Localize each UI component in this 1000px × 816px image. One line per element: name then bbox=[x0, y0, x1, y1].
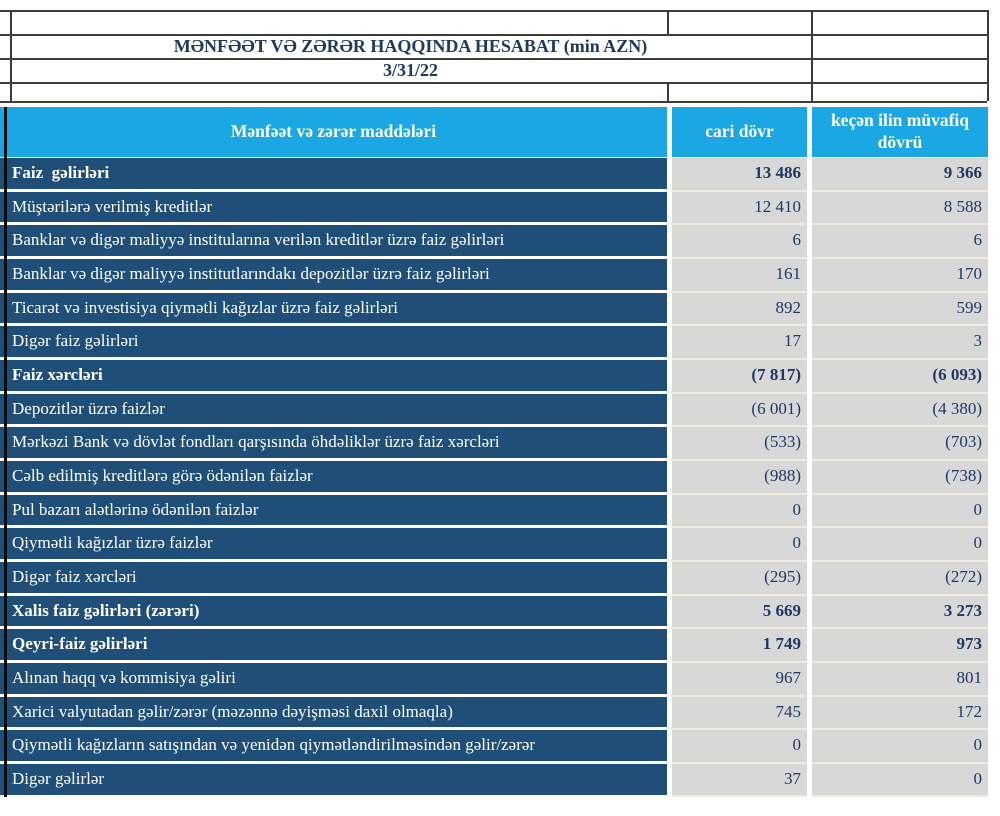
table-left-border bbox=[4, 107, 7, 797]
table-header-row: Mənfəət və zərər maddələri cari dövr keç… bbox=[0, 107, 988, 157]
row-previous-value-cell: 0 bbox=[812, 528, 988, 562]
table-row: Xarici valyutadan gəlir/zərər (məzənnə d… bbox=[0, 696, 988, 731]
table-row: Faiz gəlirləri 13 486 9 366 bbox=[0, 158, 988, 192]
row-current-value-cell: 37 bbox=[672, 763, 807, 798]
row-label-cell: Pul bazarı alətlərinə ödənilən faizlər bbox=[0, 494, 667, 526]
row-label-cell: Cəlb edilmiş kreditlərə görə ödənilən fa… bbox=[0, 460, 667, 492]
column-header-current-period: cari dövr bbox=[672, 107, 807, 157]
row-current-value-cell: 892 bbox=[672, 292, 807, 327]
table-row: Mərkəzi Bank və dövlət fondları qarşısın… bbox=[0, 427, 988, 461]
row-current-value-cell: 17 bbox=[672, 326, 807, 360]
table-row: Ticarət və investisiya qiymətli kağızlar… bbox=[0, 292, 988, 327]
row-label-cell: Qiymətli kağızlar üzrə faizlər bbox=[0, 528, 667, 559]
row-label-cell: Banklar və digər maliyyə institutlarında… bbox=[0, 258, 667, 290]
row-previous-value-cell: (4 380) bbox=[812, 393, 988, 428]
row-label-cell: Depozitlər üzrə faizlər bbox=[0, 393, 667, 425]
row-label-cell: Alınan haqq və kommisiya gəliri bbox=[0, 662, 667, 694]
table-body: Faiz gəlirləri 13 486 9 366 Müştərilərə … bbox=[0, 158, 988, 798]
row-previous-value-cell: 3 bbox=[812, 326, 988, 360]
row-label-cell: Ticarət və investisiya qiymətli kağızlar… bbox=[0, 292, 667, 324]
row-previous-value-cell: (272) bbox=[812, 561, 988, 596]
table-row: Xalis faiz gəlirləri (zərəri) 5 669 3 27… bbox=[0, 595, 988, 630]
table-row: Depozitlər üzrə faizlər (6 001) (4 380) bbox=[0, 393, 988, 428]
table-row: Alınan haqq və kommisiya gəliri 967 801 bbox=[0, 662, 988, 697]
row-previous-value-cell: 9 366 bbox=[812, 158, 988, 192]
row-label-cell: Digər gəlirlər bbox=[0, 763, 667, 795]
table-row: Cəlb edilmiş kreditlərə görə ödənilən fa… bbox=[0, 460, 988, 495]
row-current-value-cell: 967 bbox=[672, 662, 807, 697]
row-current-value-cell: (7 817) bbox=[672, 359, 807, 394]
row-label-cell: Banklar və digər maliyyə institularına v… bbox=[0, 225, 667, 256]
table-row: Qiymətli kağızların satışından və yenidə… bbox=[0, 730, 988, 764]
column-header-previous-period: keçən ilin müvafiq dövrü bbox=[812, 107, 988, 157]
row-current-value-cell: 0 bbox=[672, 494, 807, 529]
table-row: Banklar və digər maliyyə institutlarında… bbox=[0, 258, 988, 293]
table-row: Digər gəlirlər 37 0 bbox=[0, 763, 988, 798]
row-previous-value-cell: 0 bbox=[812, 763, 988, 798]
row-current-value-cell: 6 bbox=[672, 225, 807, 259]
row-label-cell: Faiz xərcləri bbox=[0, 359, 667, 391]
row-previous-value-cell: (738) bbox=[812, 460, 988, 495]
row-current-value-cell: 5 669 bbox=[672, 595, 807, 630]
row-current-value-cell: (988) bbox=[672, 460, 807, 495]
row-current-value-cell: (6 001) bbox=[672, 393, 807, 428]
row-current-value-cell: 161 bbox=[672, 258, 807, 293]
row-current-value-cell: 13 486 bbox=[672, 158, 807, 192]
row-current-value-cell: 0 bbox=[672, 730, 807, 764]
row-label-cell: Digər faiz gəlirləri bbox=[0, 326, 667, 357]
row-label-cell: Xarici valyutadan gəlir/zərər (məzənnə d… bbox=[0, 696, 667, 728]
row-current-value-cell: 0 bbox=[672, 528, 807, 562]
table-row: Pul bazarı alətlərinə ödənilən faizlər 0… bbox=[0, 494, 988, 529]
row-current-value-cell: 745 bbox=[672, 696, 807, 731]
row-previous-value-cell: 3 273 bbox=[812, 595, 988, 630]
row-previous-value-cell: 599 bbox=[812, 292, 988, 327]
row-label-cell: Digər faiz xərcləri bbox=[0, 561, 667, 593]
table-row: Banklar və digər maliyyə institularına v… bbox=[0, 225, 988, 259]
row-previous-value-cell: (703) bbox=[812, 427, 988, 461]
table-row: Digər faiz gəlirləri 17 3 bbox=[0, 326, 988, 360]
row-current-value-cell: (295) bbox=[672, 561, 807, 596]
table-row: Müştərilərə verilmiş kreditlər 12 410 8 … bbox=[0, 191, 988, 226]
row-previous-value-cell: 973 bbox=[812, 629, 988, 663]
column-header-items: Mənfəət və zərər maddələri bbox=[0, 107, 667, 157]
table-row: Faiz xərcləri (7 817) (6 093) bbox=[0, 359, 988, 394]
row-current-value-cell: 1 749 bbox=[672, 629, 807, 663]
row-previous-value-cell: 0 bbox=[812, 494, 988, 529]
row-label-cell: Xalis faiz gəlirləri (zərəri) bbox=[0, 595, 667, 627]
row-label-cell: Qiymətli kağızların satışından və yenidə… bbox=[0, 730, 667, 761]
row-label-cell: Müştərilərə verilmiş kreditlər bbox=[0, 191, 667, 223]
table-row: Digər faiz xərcləri (295) (272) bbox=[0, 561, 988, 596]
table-row: Qeyri-faiz gəlirləri 1 749 973 bbox=[0, 629, 988, 663]
row-previous-value-cell: 172 bbox=[812, 696, 988, 731]
row-previous-value-cell: 6 bbox=[812, 225, 988, 259]
row-current-value-cell: 12 410 bbox=[672, 191, 807, 226]
row-previous-value-cell: 0 bbox=[812, 730, 988, 764]
report-title: MƏNFƏƏT VƏ ZƏRƏR HAQQINDA HESABAT (min A… bbox=[173, 35, 648, 56]
row-label-cell: Qeyri-faiz gəlirləri bbox=[0, 629, 667, 660]
row-previous-value-cell: 170 bbox=[812, 258, 988, 293]
row-previous-value-cell: (6 093) bbox=[812, 359, 988, 394]
row-label-cell: Mərkəzi Bank və dövlət fondları qarşısın… bbox=[0, 427, 667, 458]
table-row: Qiymətli kağızlar üzrə faizlər 0 0 bbox=[0, 528, 988, 562]
row-previous-value-cell: 8 588 bbox=[812, 191, 988, 226]
report-date: 3/31/22 bbox=[382, 59, 438, 80]
row-current-value-cell: (533) bbox=[672, 427, 807, 461]
row-previous-value-cell: 801 bbox=[812, 662, 988, 697]
row-label-cell: Faiz gəlirləri bbox=[0, 158, 667, 189]
